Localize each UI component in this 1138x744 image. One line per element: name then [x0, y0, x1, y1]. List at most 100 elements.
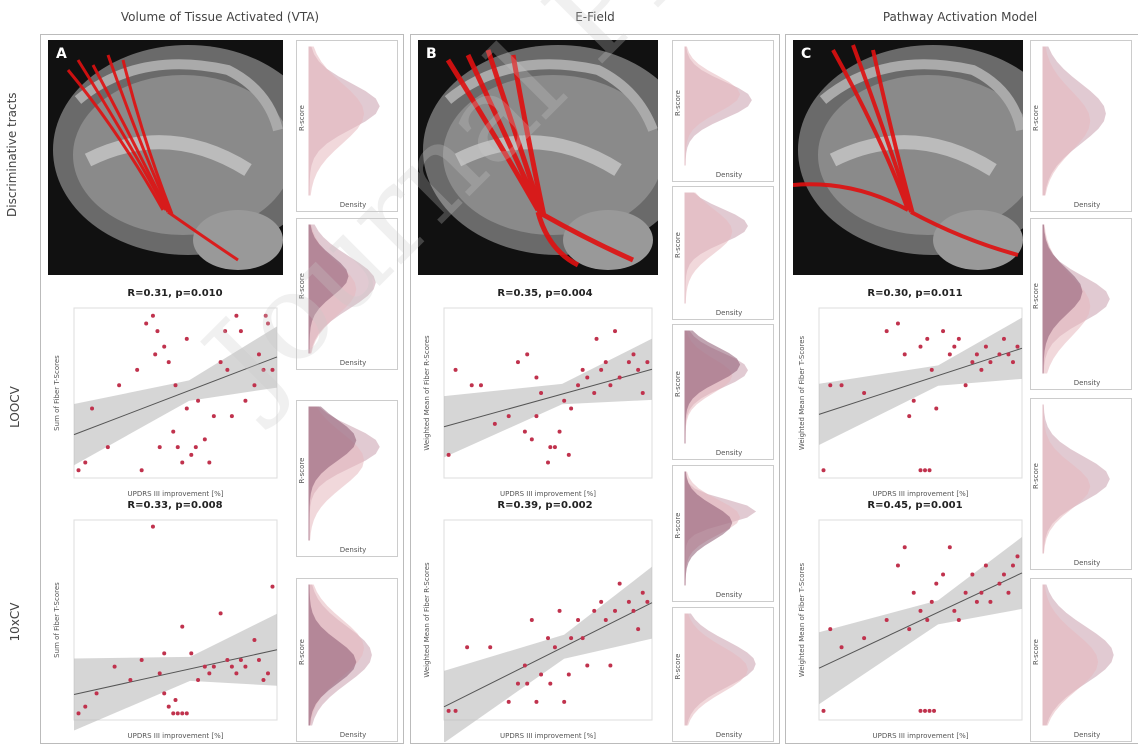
data-point [631, 352, 636, 357]
density-x-label: Density [340, 546, 367, 554]
data-point [252, 383, 257, 388]
density-plot: Density R-score [296, 218, 398, 370]
data-point [932, 708, 937, 713]
data-point [83, 460, 88, 465]
data-point [592, 608, 597, 613]
data-point [923, 468, 928, 473]
data-point [534, 414, 539, 419]
density-x-label: Density [716, 731, 743, 739]
density-plot: Density R-score [672, 324, 774, 460]
density-x-label: Density [716, 309, 743, 317]
data-point [576, 618, 581, 622]
data-point [983, 563, 988, 568]
data-point [1006, 352, 1011, 357]
density-curve [1042, 224, 1083, 374]
data-point [1015, 344, 1020, 349]
data-point [631, 608, 636, 613]
density-y-label: R-score [298, 273, 306, 299]
data-point [927, 468, 932, 473]
data-point [828, 627, 833, 632]
density-curve [308, 584, 357, 726]
regression-line [818, 347, 1023, 415]
y-axis-label: Sum of Fiber T-Scores [53, 582, 61, 658]
regression-line [73, 649, 278, 695]
density-plot: Density R-score [672, 40, 774, 182]
data-point [522, 663, 527, 668]
data-point [956, 618, 961, 622]
data-point [599, 367, 604, 372]
density-x-label: Density [340, 731, 367, 739]
data-point [974, 599, 979, 604]
data-point [229, 414, 234, 419]
density-curve [1042, 584, 1099, 726]
data-point [613, 329, 618, 334]
data-point [229, 664, 234, 669]
data-point [193, 445, 198, 450]
data-point [983, 344, 988, 349]
data-point [162, 651, 167, 656]
x-axis-label: UPDRS III improvement [%] [500, 732, 596, 740]
x-axis-label: UPDRS III improvement [%] [500, 490, 596, 498]
column-title-vta: Volume of Tissue Activated (VTA) [120, 10, 320, 24]
data-point [934, 581, 939, 586]
density-y-label: R-score [1032, 105, 1040, 131]
data-point [918, 708, 923, 713]
y-axis-label: Weighted Mean of Fiber T-Scores [798, 562, 806, 677]
data-point [218, 611, 223, 616]
brain-image-b: B [418, 40, 658, 275]
data-point [546, 460, 550, 465]
data-point [947, 352, 952, 357]
data-point [645, 360, 650, 365]
regression-line [443, 368, 653, 428]
density-y-label: R-score [674, 654, 682, 680]
data-point [478, 383, 483, 388]
density-curve [684, 46, 741, 166]
data-point [636, 367, 641, 372]
column-title-efield: E-Field [575, 10, 615, 24]
data-point [453, 367, 458, 372]
density-plot: Density R-score [672, 186, 774, 320]
density-curve [308, 46, 365, 196]
data-point [884, 618, 889, 622]
data-point [506, 699, 511, 704]
data-point [263, 313, 268, 318]
data-point [162, 691, 167, 696]
data-point [446, 708, 451, 713]
data-point [238, 329, 243, 334]
data-point [180, 624, 185, 629]
data-point [608, 383, 613, 388]
x-axis-label: UPDRS III improvement [%] [873, 490, 969, 498]
data-point [925, 336, 930, 341]
data-point [941, 572, 946, 577]
data-point [580, 367, 585, 372]
data-point [594, 336, 599, 341]
data-point [196, 678, 201, 682]
data-point [234, 313, 239, 318]
data-point [180, 711, 185, 716]
data-point [1001, 572, 1006, 577]
data-point [974, 352, 979, 357]
data-point [636, 627, 641, 632]
data-point [617, 375, 622, 380]
data-point [1010, 563, 1015, 568]
data-point [617, 581, 622, 586]
density-curve [684, 192, 733, 304]
data-point [515, 681, 520, 686]
data-point [166, 360, 171, 365]
data-point [112, 664, 117, 669]
data-point [557, 608, 562, 613]
scatter-plot-c-loocv: UPDRS III improvement [%] Weighted Mean o… [798, 307, 1023, 498]
scatter-plot-b-10xcv: UPDRS III improvement [%] Weighted Mean o… [423, 519, 653, 742]
data-point [925, 618, 930, 622]
data-point [963, 383, 968, 388]
data-point [640, 590, 645, 595]
data-point [488, 645, 493, 650]
data-point [525, 352, 530, 357]
data-point [1015, 554, 1020, 559]
density-y-label: R-score [1032, 283, 1040, 309]
data-point [144, 321, 149, 326]
panel-letter-a: A [56, 46, 67, 62]
density-y-label: R-score [298, 105, 306, 131]
data-point [529, 437, 534, 442]
data-point [562, 699, 567, 704]
